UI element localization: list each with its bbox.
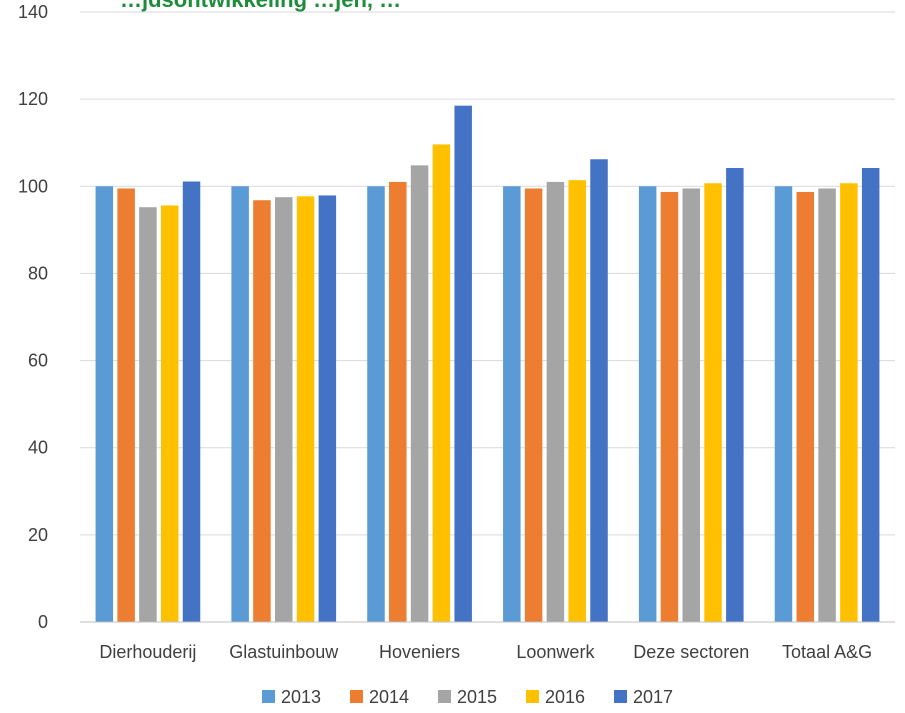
legend-swatch-2014 xyxy=(350,690,363,703)
bar-2016-3 xyxy=(568,180,586,622)
bar-2014-4 xyxy=(660,191,679,622)
bar-2016-2 xyxy=(432,144,451,622)
legend-swatch-2015 xyxy=(438,690,451,703)
bar-2017-3 xyxy=(590,159,608,622)
bar-2017-5 xyxy=(861,167,880,622)
legend: 2013 2014 2015 2016 2017 xyxy=(262,687,673,707)
y-tick-label: 20 xyxy=(28,525,48,545)
bar-2017-1 xyxy=(318,195,337,622)
bar-2014-2 xyxy=(389,181,407,622)
x-tick-label: Loonwerk xyxy=(516,642,595,662)
bar-2015-5 xyxy=(818,188,836,622)
bar-2015-4 xyxy=(682,188,700,622)
bar-2013-2 xyxy=(367,186,385,623)
x-tick-label: Totaal A&G xyxy=(782,642,872,662)
bar-2014-1 xyxy=(253,200,271,622)
y-tick-label: 100 xyxy=(18,176,48,196)
bar-2014-3 xyxy=(524,188,543,622)
y-tick-label: 140 xyxy=(18,2,48,22)
bar-2013-1 xyxy=(231,186,249,623)
x-tick-label: Glastuinbouw xyxy=(229,642,339,662)
bar-2016-1 xyxy=(296,196,315,623)
bar-2015-0 xyxy=(139,207,157,622)
legend-swatch-2016 xyxy=(526,690,539,703)
x-tick-label: Deze sectoren xyxy=(633,642,749,662)
bar-2013-5 xyxy=(774,186,793,623)
legend-label-2016: 2016 xyxy=(545,687,585,707)
y-tick-label: 60 xyxy=(28,351,48,371)
bar-2016-5 xyxy=(840,183,858,622)
bar-2016-0 xyxy=(160,205,179,622)
y-tick-label: 40 xyxy=(28,438,48,458)
x-tick-label: Hoveniers xyxy=(379,642,460,662)
legend-label-2017: 2017 xyxy=(633,687,673,707)
bar-2017-0 xyxy=(182,181,201,622)
legend-label-2014: 2014 xyxy=(369,687,409,707)
bar-2017-2 xyxy=(454,105,472,622)
y-tick-label: 0 xyxy=(38,612,48,632)
bar-2013-4 xyxy=(638,186,657,623)
bar-2016-4 xyxy=(704,183,722,622)
legend-swatch-2017 xyxy=(614,690,627,703)
bar-2013-3 xyxy=(503,186,521,623)
legend-swatch-2013 xyxy=(262,690,275,703)
bar-2015-1 xyxy=(275,197,293,622)
bar-2015-2 xyxy=(410,165,429,622)
gridlines xyxy=(80,11,895,536)
bars xyxy=(95,105,880,623)
bar-2014-0 xyxy=(117,188,135,622)
legend-label-2013: 2013 xyxy=(281,687,321,707)
bar-2013-0 xyxy=(95,186,114,623)
y-axis: 0 20 40 60 80 100 120 140 xyxy=(18,2,48,632)
x-axis: Dierhouderij Glastuinbouw Hoveniers Loonwer… xyxy=(99,642,872,662)
y-tick-label: 80 xyxy=(28,263,48,283)
x-tick-label: Dierhouderij xyxy=(99,642,196,662)
bar-2014-5 xyxy=(796,191,815,622)
bar-2017-4 xyxy=(726,167,744,622)
chart-title: …jdsontwikkeling …jen, … xyxy=(120,0,401,12)
legend-label-2015: 2015 xyxy=(457,687,497,707)
y-tick-label: 120 xyxy=(18,89,48,109)
bar-2015-3 xyxy=(546,181,565,622)
